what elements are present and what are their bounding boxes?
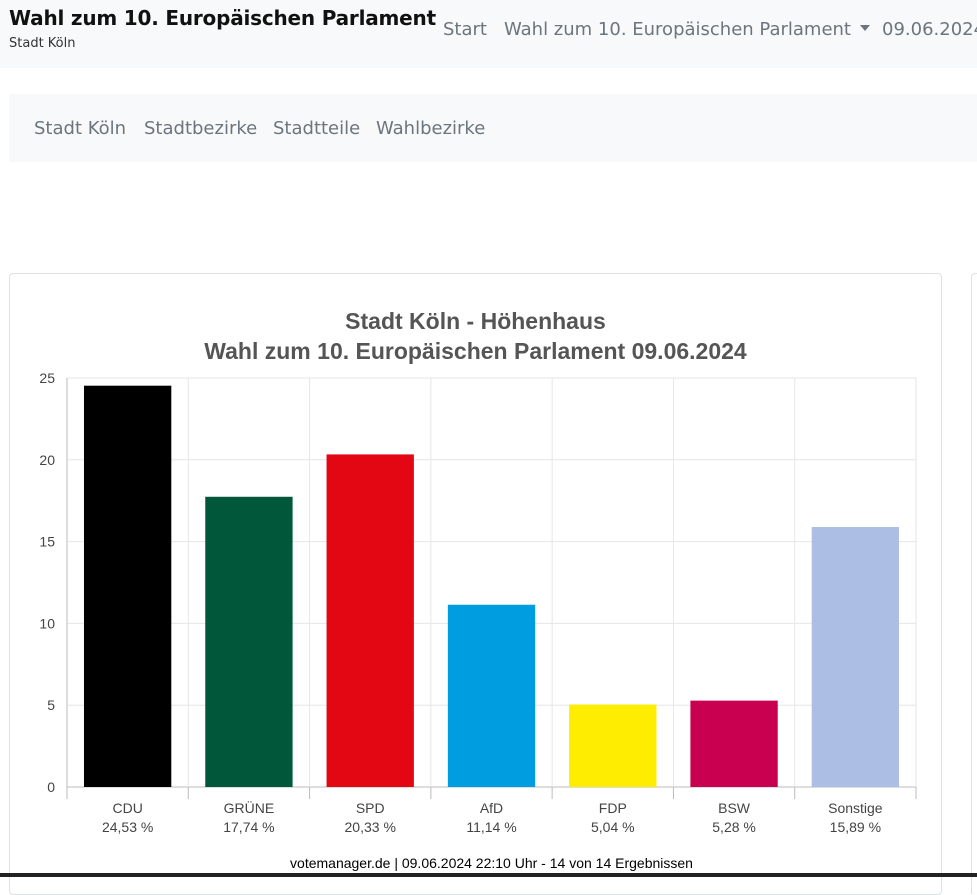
nav-election-label: Wahl zum 10. Europäischen Parlament <box>504 19 851 40</box>
bar-bsw <box>690 700 778 787</box>
top-navbar: Wahl zum 10. Europäischen Parlament Stad… <box>0 0 977 68</box>
x-category-label: AfD <box>480 800 503 816</box>
bar-chart: 0 5 10 15 20 25 CDU 24,53 % GRÜNE 17,74 % SPD 20,33… <box>39 370 917 835</box>
x-category-label: Sonstige <box>828 800 883 816</box>
chart-subtitle: Wahl zum 10. Europäischen Parlament 09.0… <box>204 338 747 364</box>
subnav-item-wahlbezirke[interactable]: Wahlbezirke <box>376 118 486 139</box>
nav-date-dropdown[interactable]: 09.06.2024 <box>882 19 977 40</box>
x-value-label: 20,33 % <box>345 819 396 835</box>
subnav-item-stadtbezirke[interactable]: Stadtbezirke <box>144 118 258 139</box>
x-value-label: 15,89 % <box>830 819 881 835</box>
y-tick-label: 20 <box>39 452 55 468</box>
bar-fdp <box>569 704 657 787</box>
x-value-label: 5,04 % <box>591 819 635 835</box>
sub-navbar: Stadt Köln Stadtbezirke Stadtteile Wahlb… <box>9 94 977 162</box>
subnav-item-stadt-koeln[interactable]: Stadt Köln <box>34 118 127 139</box>
nav-start-link[interactable]: Start <box>443 19 487 40</box>
x-value-label: 11,14 % <box>466 819 516 835</box>
chart-footer-note: votemanager.de | 09.06.2024 22:10 Uhr - … <box>290 855 693 871</box>
bar-grüne <box>205 496 293 787</box>
bar-sonstige <box>811 527 900 787</box>
caret-down-icon <box>860 25 870 31</box>
subnav-item-stadtteile[interactable]: Stadtteile <box>273 118 361 139</box>
bar-spd <box>326 454 414 787</box>
nav-election-dropdown[interactable]: Wahl zum 10. Europäischen Parlament <box>504 19 870 40</box>
x-value-label: 5,28 % <box>712 819 756 835</box>
x-category-label: GRÜNE <box>224 799 275 816</box>
brand-subtitle: Stadt Köln <box>9 36 76 51</box>
bar-cdu <box>83 385 172 787</box>
y-tick-label: 10 <box>39 615 55 631</box>
chart-title: Stadt Köln - Höhenhaus <box>345 308 606 334</box>
y-tick-label: 15 <box>39 534 55 550</box>
x-category-label: FDP <box>599 800 627 816</box>
y-tick-label: 0 <box>47 779 55 795</box>
x-category-label: SPD <box>356 800 385 816</box>
x-value-label: 24,53 % <box>102 819 153 835</box>
bar-afd <box>447 604 536 787</box>
y-tick-label: 5 <box>47 697 55 713</box>
x-value-label: 17,74 % <box>223 819 274 835</box>
x-category-label: BSW <box>718 800 751 816</box>
y-tick-label: 25 <box>39 370 55 386</box>
brand-title[interactable]: Wahl zum 10. Europäischen Parlament <box>9 6 436 30</box>
side-card-edge <box>971 273 977 894</box>
x-category-label: CDU <box>112 800 142 816</box>
bottom-border <box>0 873 977 877</box>
